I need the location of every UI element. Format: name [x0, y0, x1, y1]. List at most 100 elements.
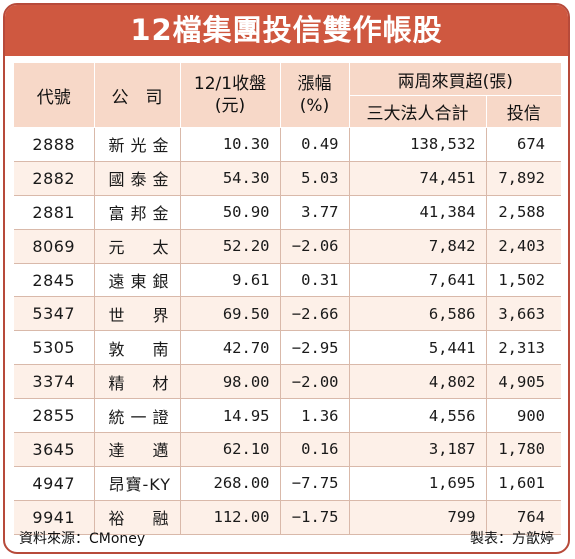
table-row: 5305 敦 南 42.70 −2.95 5,441 2,313: [14, 330, 562, 366]
cell-trust: 7,892: [486, 161, 562, 196]
cell-close: 112.00: [180, 500, 281, 535]
stock-table: 代號 公 司 12/1收盤 (元) 漲幅 (%) 兩周來買超(張) 三大法人合計…: [14, 63, 562, 535]
cell-code: 5305: [14, 330, 95, 366]
data-table-container: 代號 公 司 12/1收盤 (元) 漲幅 (%) 兩周來買超(張) 三大法人合計…: [14, 63, 562, 535]
cell-institutional: 799: [349, 500, 487, 535]
header-change-line1: 漲幅: [297, 74, 332, 94]
author-note: 製表：方歆婷: [470, 531, 554, 547]
cell-trust: 2,313: [486, 330, 562, 366]
cell-trust: 674: [486, 127, 562, 162]
table-row: 2882 國泰金 54.30 5.03 74,451 7,892: [14, 161, 562, 196]
cell-change: −2.66: [280, 296, 350, 332]
cell-close: 268.00: [180, 466, 281, 501]
cell-change: −1.75: [280, 500, 350, 535]
table-row: 3645 達 邁 62.10 0.16 3,187 1,780: [14, 432, 562, 467]
cell-company: 元 太: [94, 229, 181, 264]
cell-trust: 900: [486, 398, 562, 434]
cell-close: 52.20: [180, 229, 281, 264]
table-body: 2888 新光金 10.30 0.49 138,532 674 2882 國泰金 54.30 5.…: [14, 127, 562, 535]
cell-change: −2.95: [280, 330, 350, 366]
cell-trust: 3,663: [486, 296, 562, 332]
table-row: 2888 新光金 10.30 0.49 138,532 674: [14, 127, 562, 162]
header-name: 公 司: [94, 63, 181, 128]
source-note: 資料來源：CMoney: [19, 531, 146, 547]
cell-code: 3374: [14, 364, 95, 400]
cell-code: 3645: [14, 432, 95, 467]
cell-code: 5347: [14, 296, 95, 332]
cell-close: 42.70: [180, 330, 281, 366]
header-close: 12/1收盤 (元): [180, 63, 281, 128]
cell-close: 98.00: [180, 364, 281, 400]
cell-change: 5.03: [280, 161, 350, 196]
header-institutional: 三大法人合計: [349, 95, 487, 128]
cell-trust: 2,403: [486, 229, 562, 264]
table-title: 12檔集團投信雙作帳股: [5, 5, 568, 56]
cell-change: 1.36: [280, 398, 350, 434]
footer: 資料來源：CMoney 製表：方歆婷: [19, 527, 554, 549]
cell-code: 2882: [14, 161, 95, 196]
cell-trust: 2,588: [486, 195, 562, 230]
cell-code: 2845: [14, 263, 95, 298]
cell-close: 9.61: [180, 263, 281, 298]
cell-code: 2881: [14, 195, 95, 230]
cell-code: 8069: [14, 229, 95, 264]
cell-close: 54.30: [180, 161, 281, 196]
cell-institutional: 7,641: [349, 263, 487, 298]
cell-company: 世 界: [94, 296, 181, 332]
cell-close: 50.90: [180, 195, 281, 230]
header-close-line2: (元): [214, 96, 246, 116]
cell-trust: 1,502: [486, 263, 562, 298]
cell-change: 0.49: [280, 127, 350, 162]
table-row: 4947 昂寶-KY 268.00 −7.75 1,695 1,601: [14, 466, 562, 501]
cell-code: 2888: [14, 127, 95, 162]
table-row: 2855 統一證 14.95 1.36 4,556 900: [14, 398, 562, 434]
cell-institutional: 5,441: [349, 330, 487, 366]
header-change: 漲幅 (%): [280, 63, 350, 128]
header-change-line2: (%): [299, 96, 330, 116]
table-row: 3374 精 材 98.00 −2.00 4,802 4,905: [14, 364, 562, 400]
cell-institutional: 138,532: [349, 127, 487, 162]
header-close-line1: 12/1收盤: [193, 74, 267, 94]
cell-institutional: 7,842: [349, 229, 487, 264]
cell-institutional: 4,556: [349, 398, 487, 434]
cell-institutional: 1,695: [349, 466, 487, 501]
cell-company: 國泰金: [94, 161, 181, 196]
cell-institutional: 6,586: [349, 296, 487, 332]
cell-change: −7.75: [280, 466, 350, 501]
cell-institutional: 3,187: [349, 432, 487, 467]
cell-trust: 1,601: [486, 466, 562, 501]
cell-change: 3.77: [280, 195, 350, 230]
table-row: 5347 世 界 69.50 −2.66 6,586 3,663: [14, 296, 562, 332]
cell-change: 0.31: [280, 263, 350, 298]
cell-change: −2.00: [280, 364, 350, 400]
cell-close: 14.95: [180, 398, 281, 434]
cell-company: 裕 融: [94, 500, 181, 535]
cell-company: 新光金: [94, 127, 181, 162]
cell-company: 敦 南: [94, 330, 181, 366]
cell-company: 富邦金: [94, 195, 181, 230]
table-row: 2881 富邦金 50.90 3.77 41,384 2,588: [14, 195, 562, 230]
cell-code: 2855: [14, 398, 95, 434]
cell-close: 62.10: [180, 432, 281, 467]
cell-institutional: 74,451: [349, 161, 487, 196]
cell-close: 10.30: [180, 127, 281, 162]
cell-company: 遠東銀: [94, 263, 181, 298]
cell-company: 達 邁: [94, 432, 181, 467]
table-row: 9941 裕 融 112.00 −1.75 799 764: [14, 500, 562, 535]
header-code: 代號: [14, 63, 95, 128]
cell-trust: 4,905: [486, 364, 562, 400]
header-buy-group: 兩周來買超(張): [349, 63, 562, 96]
cell-code: 4947: [14, 466, 95, 501]
cell-trust: 1,780: [486, 432, 562, 467]
cell-institutional: 41,384: [349, 195, 487, 230]
cell-close: 69.50: [180, 296, 281, 332]
cell-trust: 764: [486, 500, 562, 535]
header-trust: 投信: [486, 95, 562, 128]
cell-change: −2.06: [280, 229, 350, 264]
cell-institutional: 4,802: [349, 364, 487, 400]
cell-code: 9941: [14, 500, 95, 535]
table-row: 8069 元 太 52.20 −2.06 7,842 2,403: [14, 229, 562, 264]
table-row: 2845 遠東銀 9.61 0.31 7,641 1,502: [14, 263, 562, 298]
cell-company: 昂寶-KY: [94, 466, 181, 501]
cell-company: 精 材: [94, 364, 181, 400]
